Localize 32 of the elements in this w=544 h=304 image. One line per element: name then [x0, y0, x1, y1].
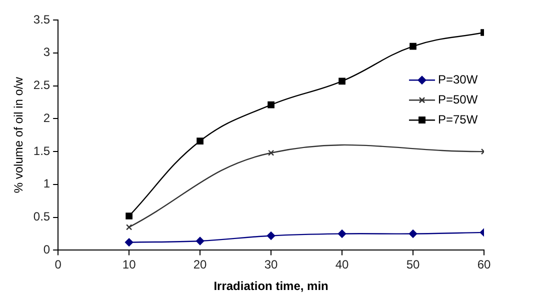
x-tick-label: 20 [193, 258, 208, 272]
y-tick-label: 0.5 [33, 210, 50, 224]
x-tick-label: 0 [54, 258, 62, 272]
x-tick-label: 40 [335, 258, 350, 272]
y-tick-label: 3.5 [33, 12, 50, 26]
legend-label: P=50W [438, 92, 478, 106]
point [338, 230, 346, 238]
point [268, 101, 274, 108]
point [196, 138, 204, 144]
legend-label: P=30W [438, 72, 478, 86]
x-tick-label: 30 [264, 258, 278, 272]
x-axis-title: Irradiation time, min [214, 279, 328, 294]
point [410, 42, 416, 50]
x-tick-label: 50 [406, 258, 420, 272]
y-axis-title: % volume of oil in o/w [12, 76, 26, 194]
point [126, 224, 132, 230]
y-tick-label: 2.5 [33, 78, 50, 92]
x-tick-label: 60 [477, 258, 491, 272]
point [266, 232, 276, 240]
point [338, 78, 346, 85]
y-tick-label: 1 [43, 176, 50, 191]
y-tick-label: 1.5 [33, 144, 50, 158]
y-tick-label: 2 [43, 110, 50, 125]
x-tick-label: 10 [122, 258, 136, 272]
legend-label: P=75W [438, 112, 478, 126]
point [124, 238, 134, 246]
point [408, 230, 418, 238]
point [126, 212, 132, 220]
y-tick-label: 3 [43, 45, 50, 60]
point [196, 236, 204, 246]
y-tick-label: 0 [43, 242, 50, 257]
point [268, 150, 274, 156]
